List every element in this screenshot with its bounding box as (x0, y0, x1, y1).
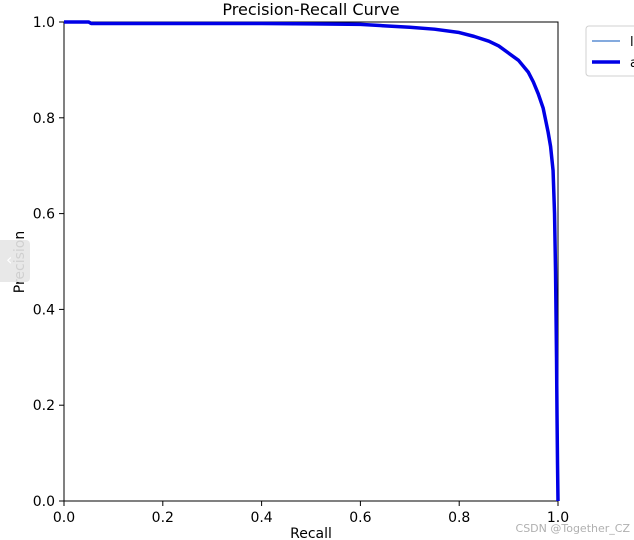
legend: l a (585, 25, 634, 77)
series-line-a (64, 20, 560, 502)
x-axis-title: Recall (290, 526, 332, 540)
legend-box (585, 25, 634, 77)
y-axis-ticks: 0.0 0.2 0.4 0.6 0.8 1.0 (33, 15, 64, 510)
series-group (64, 20, 560, 502)
legend-label-a: a (630, 56, 634, 71)
x-tick-label: 1.0 (547, 510, 569, 526)
x-tick-label: 0.2 (152, 510, 174, 526)
y-tick-label: 1.0 (33, 15, 55, 31)
plot-frame (63, 21, 559, 502)
series-line-l (64, 21, 559, 502)
y-tick-label: 0.6 (33, 207, 55, 223)
x-tick-label: 0.0 (53, 510, 75, 526)
legend-label-l: l (630, 35, 634, 50)
y-tick-label: 0.4 (33, 302, 55, 318)
chart-title: Precision-Recall Curve (222, 0, 399, 19)
x-axis-ticks: 0.0 0.2 0.4 0.6 0.8 1.0 (53, 501, 569, 526)
chevron-left-icon: ‹ (6, 250, 13, 269)
x-tick-label: 0.4 (250, 510, 272, 526)
watermark-text: CSDN @Together_CZ (516, 522, 631, 535)
y-tick-label: 0.8 (33, 111, 55, 127)
x-tick-label: 0.6 (349, 510, 371, 526)
side-collapse-tab[interactable]: ‹ (0, 240, 30, 282)
y-tick-label: 0.2 (33, 398, 55, 414)
y-tick-label: 0.0 (33, 494, 55, 510)
x-tick-label: 0.8 (448, 510, 470, 526)
